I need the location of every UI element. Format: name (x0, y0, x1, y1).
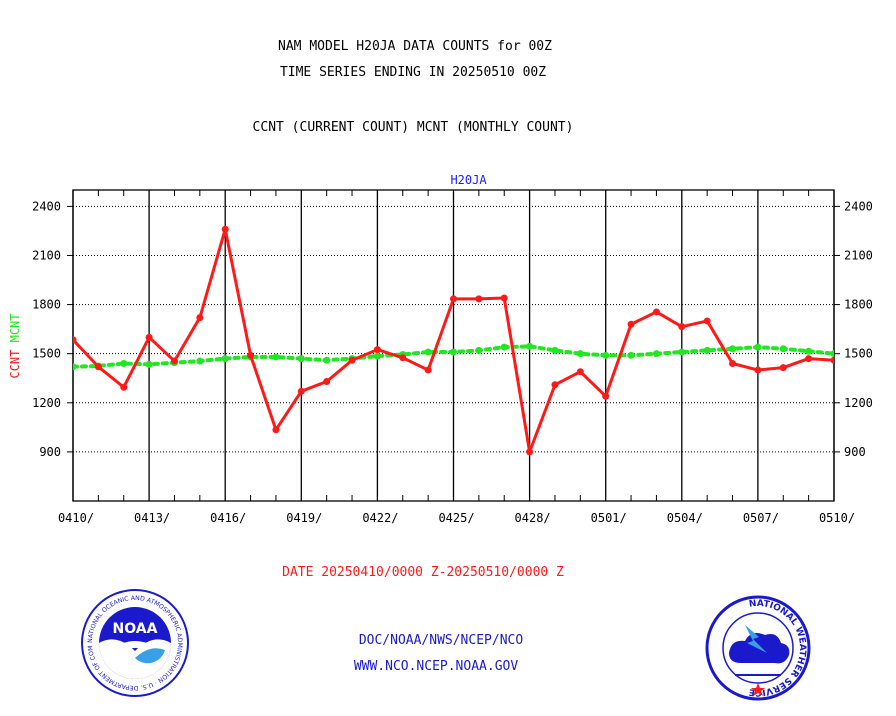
ccnt-point (323, 378, 331, 386)
x-tick-label: 0416/ (210, 511, 246, 525)
y-axis-label-mcnt: MCNT (8, 313, 22, 342)
x-tick-label: 0422/ (362, 511, 398, 525)
ccnt-point (779, 364, 787, 372)
x-tick-label: 0413/ (134, 511, 170, 525)
ccnt-point (754, 366, 762, 374)
mcnt-point (424, 348, 432, 356)
ccnt-point (576, 368, 584, 376)
x-tick-label: 0410/ (58, 511, 94, 525)
ccnt-point (551, 381, 559, 389)
ccnt-point (145, 333, 153, 341)
ccnt-point (830, 356, 834, 364)
x-tick-label: 0507/ (743, 511, 779, 525)
ccnt-point (602, 392, 610, 400)
ccnt-point (450, 295, 457, 303)
mcnt-point (652, 350, 660, 358)
ccnt-point (475, 295, 483, 303)
ccnt-point (678, 323, 686, 331)
mcnt-point (373, 352, 381, 360)
ccnt-point (170, 357, 178, 365)
y-tick-label: 1800 (32, 298, 61, 312)
date-range-label: DATE 20250410/0000 Z-20250510/0000 Z (282, 565, 564, 580)
x-tick-label: 0428/ (515, 511, 551, 525)
x-tick-label: 0504/ (667, 511, 703, 525)
y-tick-label-right: 1500 (844, 347, 873, 361)
y-axis-label-ccnt: CCNT (8, 342, 22, 378)
mcnt-point (272, 353, 280, 361)
mcnt-point (830, 350, 834, 358)
mcnt-point (145, 360, 153, 368)
mcnt-point (703, 346, 711, 354)
ccnt-point (399, 354, 407, 362)
ccnt-point (120, 383, 128, 391)
chart-title-line2: TIME SERIES ENDING IN 20250510 00Z (279, 65, 547, 80)
ccnt-point (526, 448, 534, 456)
y-tick-label: 2400 (32, 199, 61, 213)
y-tick-label: 900 (39, 445, 61, 459)
mcnt-point (627, 351, 635, 359)
ccnt-point (297, 387, 305, 395)
mcnt-point (779, 345, 787, 353)
y-tick-label-right: 2400 (844, 199, 873, 213)
y-tick-label-right: 1200 (844, 396, 873, 410)
y-axis-label: CCNT MCNT (8, 313, 22, 378)
plot-frame (72, 189, 835, 502)
mcnt-point (805, 347, 813, 355)
mcnt-point (576, 350, 584, 358)
nws-logo: NATIONAL WEATHER SERVICE (705, 595, 811, 701)
ccnt-point (221, 225, 229, 233)
mcnt-point (602, 351, 610, 359)
ccnt-point (703, 317, 711, 325)
y-tick-label-right: 1800 (844, 298, 873, 312)
mcnt-point (729, 345, 737, 353)
ccnt-point (272, 426, 280, 434)
ccnt-point (247, 351, 255, 359)
ccnt-point (348, 356, 356, 364)
mcnt-point (196, 357, 204, 365)
ccnt-point (652, 308, 660, 316)
mcnt-point (73, 363, 77, 371)
x-tick-label: 0510/ (819, 511, 855, 525)
y-tick-label: 2100 (32, 248, 61, 262)
ccnt-point (94, 363, 102, 371)
chart-title-line1: NAM MODEL H20JA DATA COUNTS for 00Z (278, 39, 552, 54)
y-tick-label-right: 900 (844, 445, 866, 459)
ccnt-point (424, 366, 432, 374)
mcnt-point (526, 342, 534, 350)
mcnt-point (754, 343, 762, 351)
y-tick-label-right: 2100 (844, 248, 873, 262)
ccnt-point (627, 320, 635, 328)
noaa-label: NOAA (113, 621, 158, 637)
series-group (73, 225, 834, 456)
org-label: DOC/NOAA/NWS/NCEP/NCO (358, 633, 524, 648)
mcnt-point (450, 348, 457, 356)
y-tick-label: 1200 (32, 396, 61, 410)
mcnt-point (475, 346, 483, 354)
mcnt-point (551, 346, 559, 354)
mcnt-point (323, 356, 331, 364)
ccnt-point (729, 360, 737, 368)
mcnt-point (120, 360, 128, 368)
x-tick-label: 0501/ (591, 511, 627, 525)
website-link[interactable]: WWW.NCO.NCEP.NOAA.GOV (353, 659, 519, 674)
axis-title: H20JA (450, 173, 487, 187)
ccnt-point (373, 346, 381, 354)
mcnt-point (500, 343, 508, 351)
ccnt-point (196, 314, 204, 322)
mcnt-point (297, 355, 305, 363)
chart-subtitle: CCNT (CURRENT COUNT) MCNT (MONTHLY COUNT… (252, 120, 574, 135)
x-tick-label: 0419/ (286, 511, 322, 525)
noaa-logo: NATIONAL OCEANIC AND ATMOSPHERIC ADMINIS… (80, 588, 189, 697)
x-tick-label: 0425/ (438, 511, 474, 525)
mcnt-point (678, 348, 686, 356)
y-tick-label: 1500 (32, 347, 61, 361)
star-icon (751, 683, 765, 696)
ccnt-point (805, 355, 813, 363)
mcnt-point (221, 355, 229, 363)
ccnt-point (73, 336, 77, 344)
ccnt-point (500, 294, 508, 302)
